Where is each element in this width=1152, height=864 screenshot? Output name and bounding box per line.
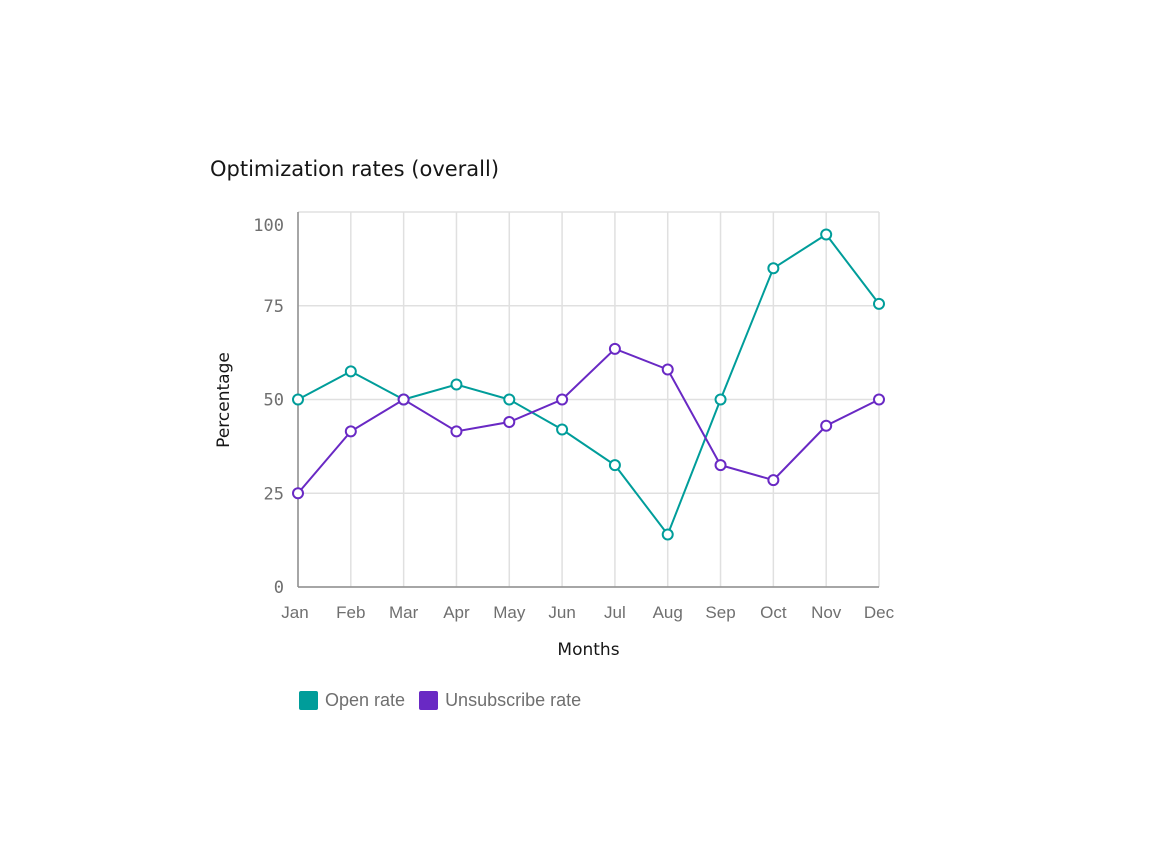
data-point xyxy=(556,423,569,436)
data-point xyxy=(397,393,410,406)
series-line-0 xyxy=(297,233,880,537)
data-point xyxy=(714,459,727,472)
y-axis-label: Percentage xyxy=(214,352,234,448)
x-tick-label: Sep xyxy=(705,603,735,622)
x-tick-label: Nov xyxy=(811,603,842,622)
y-tick-label: 75 xyxy=(264,297,284,317)
x-tick-label: Jul xyxy=(604,603,626,622)
data-point xyxy=(344,425,357,438)
data-point xyxy=(503,393,516,406)
data-point xyxy=(450,378,463,391)
data-point xyxy=(661,528,674,541)
data-point xyxy=(608,459,621,472)
data-point xyxy=(503,416,516,428)
y-tick-label: 100 xyxy=(253,216,284,236)
x-axis-label: Months xyxy=(557,640,619,660)
legend-label: Open rate xyxy=(325,690,406,710)
series-line-1 xyxy=(297,347,880,494)
data-point xyxy=(292,393,304,406)
legend-swatch xyxy=(299,691,318,710)
x-tick-label: Apr xyxy=(443,603,470,622)
x-tick-label: Aug xyxy=(653,603,683,622)
x-tick-label: Jan xyxy=(281,603,308,622)
chart-title: Optimization rates (overall) xyxy=(210,157,500,181)
data-point xyxy=(661,363,674,376)
x-tick-label: Mar xyxy=(389,603,419,622)
legend-label: Unsubscribe rate xyxy=(445,690,582,710)
data-point xyxy=(873,393,885,406)
data-point xyxy=(556,393,569,406)
data-point xyxy=(767,262,780,275)
legend-item[interactable]: Open rate xyxy=(299,690,405,711)
data-point xyxy=(292,487,304,500)
x-tick-label: Jun xyxy=(548,603,575,622)
x-tick-label: Oct xyxy=(760,603,787,622)
data-point xyxy=(714,393,727,406)
data-point xyxy=(767,474,780,487)
data-point xyxy=(820,228,833,241)
x-tick-label: Dec xyxy=(864,603,895,622)
x-tick-label: May xyxy=(493,603,526,622)
data-point xyxy=(608,342,621,355)
x-tick-label: Feb xyxy=(336,603,365,622)
y-tick-label: 0 xyxy=(274,578,284,598)
legend-item[interactable]: Unsubscribe rate xyxy=(419,690,581,711)
legend-swatch xyxy=(419,691,439,710)
data-point xyxy=(820,419,833,432)
data-point xyxy=(344,365,357,378)
data-point xyxy=(873,297,885,310)
y-tick-label: 50 xyxy=(264,391,284,411)
legend: Open rate Unsubscribe rate xyxy=(299,690,581,711)
y-tick-label: 25 xyxy=(264,484,284,504)
data-point xyxy=(450,425,463,438)
